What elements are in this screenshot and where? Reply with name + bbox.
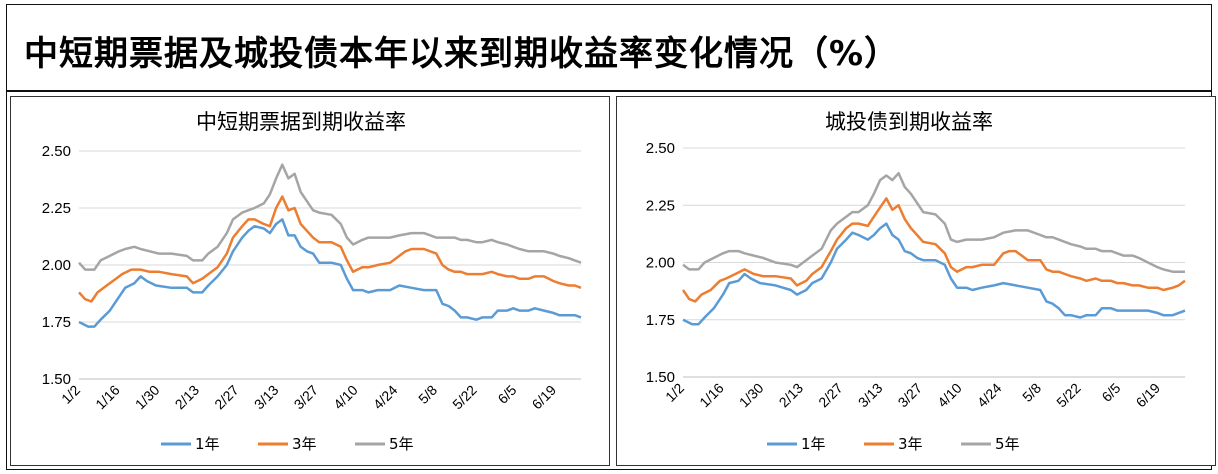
x-tick-label: 4/24 <box>974 380 1005 411</box>
x-tick-label: 1/30 <box>736 380 767 411</box>
series-line-2 <box>681 197 1186 303</box>
y-tick-label: 2.50 <box>646 140 675 157</box>
y-tick-label: 2.25 <box>42 200 71 217</box>
series-line-3 <box>78 163 582 271</box>
y-tick-label: 2.25 <box>646 197 675 214</box>
x-tick-label: 2/27 <box>815 380 846 411</box>
x-tick-label: 3/27 <box>895 380 926 411</box>
x-tick-label: 6/5 <box>494 382 519 407</box>
x-tick-label: 2/13 <box>172 382 203 413</box>
legend-label: 1年 <box>195 435 220 453</box>
x-tick-label: 4/10 <box>330 382 361 413</box>
x-tick-label: 4/24 <box>370 382 401 413</box>
series-line-2 <box>78 195 582 303</box>
legend-label: 3年 <box>292 435 317 453</box>
x-tick-label: 3/27 <box>291 382 322 413</box>
x-tick-label: 6/19 <box>529 382 560 413</box>
x-tick-label: 5/8 <box>415 382 440 407</box>
y-tick-label: 2.00 <box>42 257 71 274</box>
x-tick-label: 3/13 <box>855 380 886 411</box>
legend-label: 5年 <box>389 435 414 453</box>
chart-title: 中短期票据到期收益率 <box>196 110 406 134</box>
x-tick-label: 5/22 <box>1053 380 1084 411</box>
legend-label: 5年 <box>995 435 1020 453</box>
x-tick-label: 3/13 <box>251 382 282 413</box>
legend-label: 3年 <box>898 435 923 453</box>
series-line-1 <box>682 222 1186 326</box>
y-tick-label: 1.75 <box>646 312 675 329</box>
y-tick-label: 2.50 <box>42 143 71 160</box>
y-tick-label: 1.50 <box>42 371 71 388</box>
y-tick-label: 1.75 <box>42 314 71 331</box>
x-tick-label: 2/13 <box>776 380 807 411</box>
legend-label: 1年 <box>801 435 826 453</box>
x-tick-label: 5/8 <box>1019 380 1044 405</box>
series-line-1 <box>78 218 582 328</box>
x-tick-label: 1/30 <box>132 382 163 413</box>
series-line-3 <box>682 171 1185 273</box>
x-tick-label: 5/22 <box>449 382 480 413</box>
chart-title: 城投债到期收益率 <box>825 110 993 134</box>
x-tick-label: 6/5 <box>1098 380 1123 405</box>
x-tick-label: 2/27 <box>211 382 242 413</box>
x-tick-label: 6/19 <box>1133 380 1164 411</box>
y-tick-label: 1.50 <box>646 369 675 386</box>
chart-panel-lgfv: 城投债到期收益率 1.50 1.75 2.00 2.25 2.50 1/2 1/16 1/30 2… <box>616 96 1216 466</box>
title-bar: 中短期票据及城投债本年以来到期收益率变化情况（%） <box>6 4 1212 92</box>
chart-panel-mtn: 中短期票据到期收益率 1.50 1.75 2.00 2.25 2.50 1/2 1/16 1/3… <box>10 96 610 466</box>
y-tick-label: 2.00 <box>646 255 675 272</box>
page-title: 中短期票据及城投债本年以来到期收益率变化情况（%） <box>24 34 900 74</box>
x-tick-label: 1/16 <box>696 380 727 411</box>
x-tick-label: 1/16 <box>92 382 123 413</box>
x-tick-label: 4/10 <box>934 380 965 411</box>
